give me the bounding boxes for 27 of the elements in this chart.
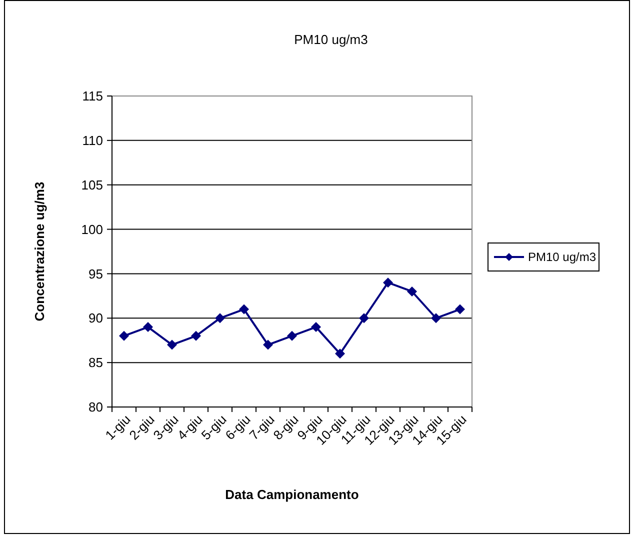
legend-label: PM10 ug/m3 xyxy=(528,250,596,264)
y-tick-label: 80 xyxy=(88,400,103,415)
y-tick-label: 85 xyxy=(88,355,103,370)
y-tick-label: 105 xyxy=(81,177,103,192)
point xyxy=(119,330,129,341)
y-tick-label: 115 xyxy=(82,88,103,104)
point xyxy=(215,313,225,324)
chart-title: PM10 ug/m3 xyxy=(294,32,368,47)
point xyxy=(335,348,345,359)
y-axis-title: Concentrazione ug/m3 xyxy=(32,182,47,322)
point xyxy=(263,340,273,350)
y-tick-label: 95 xyxy=(88,266,103,282)
point xyxy=(383,278,393,288)
point xyxy=(239,304,249,314)
point xyxy=(311,322,321,332)
point xyxy=(359,313,369,324)
point xyxy=(407,286,417,296)
point xyxy=(143,322,153,332)
point xyxy=(167,340,177,350)
x-axis-title: Data Campionamento xyxy=(225,487,359,502)
y-tick-label: 110 xyxy=(82,132,103,148)
point xyxy=(455,304,465,314)
point xyxy=(287,330,297,341)
y-tick-label: 100 xyxy=(81,222,103,237)
point xyxy=(191,330,201,341)
y-tick-label: 90 xyxy=(88,310,103,326)
point xyxy=(431,313,441,324)
